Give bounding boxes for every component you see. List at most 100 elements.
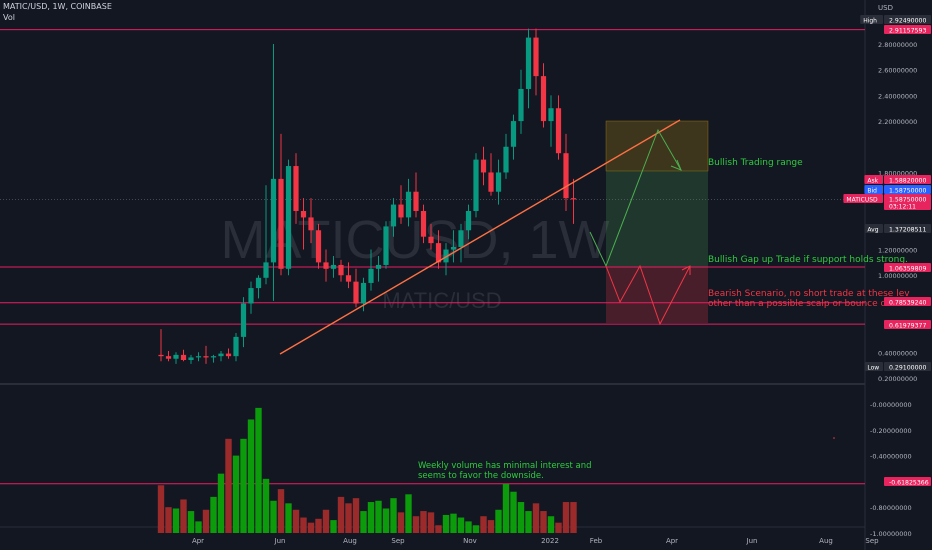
volume-bar[interactable]: [555, 522, 562, 533]
candle-body[interactable]: [458, 230, 464, 247]
candle-body[interactable]: [450, 246, 457, 250]
candle-body[interactable]: [210, 356, 217, 358]
volume-bar[interactable]: [525, 511, 532, 533]
volume-bar[interactable]: [547, 516, 555, 533]
volume-bar[interactable]: [412, 516, 420, 533]
candle-body[interactable]: [248, 288, 254, 304]
volume-bar[interactable]: [502, 483, 510, 533]
candle-body[interactable]: [308, 217, 314, 231]
volume-bar[interactable]: [180, 499, 187, 533]
candle-body[interactable]: [225, 353, 232, 357]
candle-body[interactable]: [353, 281, 359, 304]
candle-body[interactable]: [338, 264, 344, 276]
candle-body[interactable]: [383, 226, 389, 265]
volume-bar[interactable]: [195, 521, 202, 533]
volume-bar[interactable]: [330, 520, 337, 533]
candle-body[interactable]: [503, 146, 509, 173]
volume-bar[interactable]: [307, 522, 315, 533]
candle-body[interactable]: [495, 172, 502, 192]
volume-bar[interactable]: [262, 478, 270, 533]
candle-body[interactable]: [203, 356, 209, 358]
volume-bar[interactable]: [337, 496, 345, 533]
candle-body[interactable]: [375, 264, 382, 269]
candle-body[interactable]: [405, 191, 412, 218]
candle-body[interactable]: [413, 191, 419, 211]
volume-bar[interactable]: [165, 507, 172, 533]
volume-bar[interactable]: [405, 494, 412, 533]
candle-body[interactable]: [518, 88, 524, 122]
volume-bar[interactable]: [420, 511, 427, 533]
volume-bar[interactable]: [562, 502, 570, 533]
volume-bar[interactable]: [465, 521, 472, 533]
volume-bar[interactable]: [157, 485, 165, 533]
candle-body[interactable]: [218, 353, 224, 357]
candle-body[interactable]: [420, 211, 427, 237]
candle-body[interactable]: [540, 76, 547, 122]
candle-body[interactable]: [525, 37, 532, 89]
volume-bar[interactable]: [457, 517, 465, 533]
volume-bar[interactable]: [382, 508, 390, 533]
candle-body[interactable]: [533, 37, 539, 77]
volume-bar[interactable]: [390, 498, 397, 533]
candle-body[interactable]: [158, 354, 164, 357]
candle-body[interactable]: [428, 236, 434, 244]
candle-body[interactable]: [330, 264, 337, 269]
volume-bar[interactable]: [277, 489, 285, 533]
candle-body[interactable]: [555, 108, 562, 154]
candle-body[interactable]: [240, 303, 247, 337]
candle-body[interactable]: [398, 204, 404, 218]
candle-body[interactable]: [465, 211, 472, 231]
candle-body[interactable]: [255, 277, 262, 289]
volume-bar[interactable]: [487, 520, 495, 533]
volume-bar[interactable]: [435, 525, 442, 533]
volume-bar[interactable]: [172, 508, 180, 533]
volume-bar[interactable]: [570, 502, 577, 533]
candle-body[interactable]: [473, 159, 479, 211]
volume-bar[interactable]: [202, 509, 210, 533]
candle-body[interactable]: [233, 336, 239, 357]
candle-body[interactable]: [188, 357, 194, 361]
volume-bar[interactable]: [225, 438, 232, 533]
candle-body[interactable]: [165, 356, 172, 359]
volume-bar[interactable]: [232, 455, 240, 533]
volume-bar[interactable]: [240, 438, 247, 533]
volume-bar[interactable]: [300, 517, 307, 533]
candle-body[interactable]: [480, 159, 487, 173]
volume-bar[interactable]: [270, 500, 277, 533]
volume-bar[interactable]: [367, 502, 375, 533]
volume-bar[interactable]: [480, 516, 487, 533]
candle-body[interactable]: [180, 354, 187, 361]
volume-bar[interactable]: [255, 407, 262, 533]
candle-body[interactable]: [315, 230, 322, 263]
volume-bar[interactable]: [375, 500, 382, 533]
volume-bar[interactable]: [315, 518, 322, 533]
candle-body[interactable]: [270, 178, 277, 263]
candle-body[interactable]: [390, 204, 397, 227]
candle-body[interactable]: [570, 198, 577, 200]
volume-bar[interactable]: [442, 514, 450, 533]
trendline[interactable]: [279, 119, 681, 355]
volume-bar[interactable]: [427, 512, 435, 533]
volume-bar[interactable]: [352, 498, 360, 533]
candle-body[interactable]: [488, 172, 494, 192]
candle-body[interactable]: [293, 166, 299, 211]
volume-bar[interactable]: [532, 503, 540, 533]
volume-bar[interactable]: [540, 511, 547, 533]
candle-body[interactable]: [263, 262, 269, 278]
volume-bar[interactable]: [247, 419, 255, 533]
volume-bar[interactable]: [210, 496, 217, 533]
bullish-path-arrow[interactable]: [589, 128, 682, 268]
volume-bar[interactable]: [397, 512, 405, 533]
candle-body[interactable]: [548, 108, 554, 122]
candle-body[interactable]: [300, 211, 307, 218]
volume-bar[interactable]: [450, 513, 457, 533]
candle-body[interactable]: [345, 275, 352, 282]
volume-bar[interactable]: [510, 491, 517, 533]
volume-bar[interactable]: [217, 473, 225, 533]
volume-bar[interactable]: [345, 503, 352, 533]
volume-bar[interactable]: [360, 511, 367, 533]
candle-body[interactable]: [563, 153, 569, 199]
candle-body[interactable]: [323, 262, 329, 269]
volume-bar[interactable]: [495, 509, 502, 533]
